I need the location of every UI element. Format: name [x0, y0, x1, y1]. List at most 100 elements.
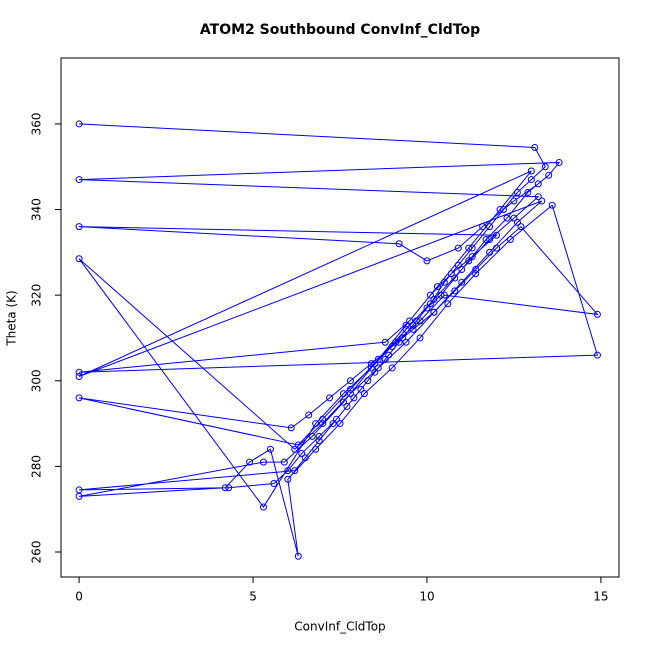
- point: [374, 364, 382, 372]
- point: [454, 261, 462, 269]
- point: [319, 420, 327, 428]
- point: [524, 188, 532, 196]
- point: [75, 394, 83, 402]
- series-line: [78, 123, 599, 557]
- point: [493, 244, 501, 252]
- point: [426, 291, 434, 299]
- point: [416, 334, 424, 342]
- point: [225, 484, 233, 492]
- point: [545, 171, 553, 179]
- x-tick-label: 10: [419, 590, 434, 604]
- point: [531, 143, 539, 151]
- point: [294, 552, 302, 560]
- point: [458, 278, 466, 286]
- point: [402, 325, 410, 333]
- point: [346, 390, 354, 398]
- point: [451, 274, 459, 282]
- y-tick-label: 300: [30, 369, 44, 392]
- point: [465, 257, 473, 265]
- point: [541, 163, 549, 171]
- point: [416, 317, 424, 325]
- point: [75, 176, 83, 184]
- point: [593, 351, 601, 359]
- point: [517, 223, 525, 231]
- point: [433, 283, 441, 291]
- point: [326, 394, 334, 402]
- y-tick-label: 340: [30, 198, 44, 221]
- point: [270, 480, 278, 488]
- point: [381, 355, 389, 363]
- point: [381, 338, 389, 346]
- point: [339, 390, 347, 398]
- point: [371, 368, 379, 376]
- point: [266, 445, 274, 453]
- point: [315, 437, 323, 445]
- point: [333, 415, 341, 423]
- point: [392, 338, 400, 346]
- point: [367, 364, 375, 372]
- y-tick-label: 260: [30, 541, 44, 564]
- point: [402, 321, 410, 329]
- point: [555, 158, 563, 166]
- point: [444, 300, 452, 308]
- point: [246, 458, 254, 466]
- point: [371, 360, 379, 368]
- point: [479, 223, 487, 231]
- point: [301, 454, 309, 462]
- point: [465, 244, 473, 252]
- point: [350, 394, 358, 402]
- point: [312, 445, 320, 453]
- point: [548, 201, 556, 209]
- y-axis-label: Theta (K): [5, 290, 19, 346]
- point: [437, 291, 445, 299]
- point: [75, 372, 83, 380]
- point: [534, 193, 542, 201]
- point: [447, 270, 455, 278]
- point: [357, 385, 365, 393]
- point: [75, 368, 83, 376]
- point: [486, 236, 494, 244]
- point: [486, 248, 494, 256]
- x-tick-label: 5: [249, 590, 257, 604]
- point: [346, 377, 354, 385]
- chart-title: ATOM2 Southbound ConvInf_CldTop: [200, 22, 480, 38]
- point: [413, 317, 421, 325]
- point: [305, 411, 313, 419]
- point: [513, 188, 521, 196]
- point: [329, 420, 337, 428]
- point: [496, 206, 504, 214]
- point: [534, 180, 542, 188]
- point: [510, 197, 518, 205]
- point: [468, 244, 476, 252]
- point: [280, 458, 288, 466]
- point: [593, 310, 601, 318]
- point: [454, 244, 462, 252]
- point: [527, 167, 535, 175]
- point: [440, 278, 448, 286]
- point: [486, 223, 494, 231]
- point: [221, 484, 229, 492]
- point: [472, 270, 480, 278]
- point: [430, 308, 438, 316]
- point: [291, 445, 299, 453]
- point: [423, 304, 431, 312]
- point: [440, 291, 448, 299]
- point: [298, 450, 306, 458]
- point: [388, 364, 396, 372]
- point: [472, 265, 480, 273]
- point: [402, 338, 410, 346]
- point: [388, 343, 396, 351]
- point: [538, 197, 546, 205]
- point: [75, 492, 83, 500]
- point: [385, 351, 393, 359]
- x-tick-label: 0: [75, 590, 83, 604]
- point: [75, 120, 83, 128]
- point: [346, 385, 354, 393]
- point: [75, 255, 83, 263]
- point: [284, 467, 292, 475]
- point: [315, 432, 323, 440]
- point: [336, 420, 344, 428]
- point: [426, 300, 434, 308]
- point: [395, 338, 403, 346]
